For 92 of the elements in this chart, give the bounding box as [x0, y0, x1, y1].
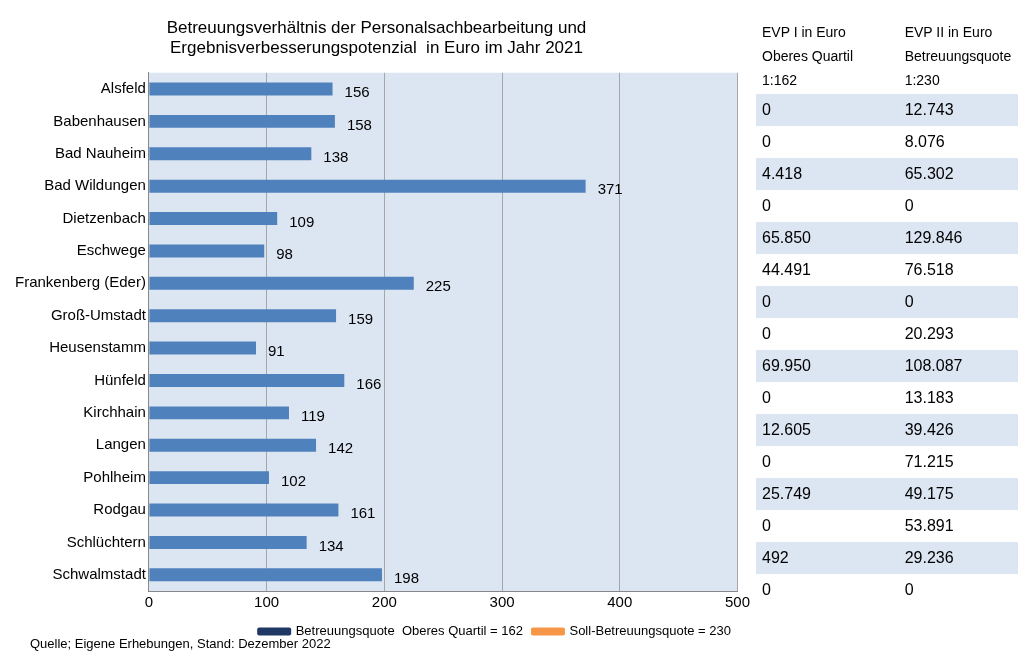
x-tick-label: 400	[607, 593, 633, 611]
text: 29.236	[904, 549, 955, 567]
text: 0	[761, 517, 772, 535]
text: 492	[761, 549, 790, 567]
text: 69.950	[761, 357, 812, 375]
text: 0	[904, 197, 915, 215]
bar	[149, 503, 339, 517]
y-tick-label: Schwalmstadt	[52, 564, 147, 582]
text: 108.087	[904, 357, 964, 375]
text: 76.518	[904, 261, 955, 279]
y-tick-label: Langen	[95, 435, 146, 453]
text: 0	[761, 389, 772, 407]
bar	[149, 438, 317, 452]
x-tick-label: 100	[254, 593, 280, 611]
bar	[149, 147, 312, 161]
data-label: 156	[344, 83, 370, 101]
text: 4.418	[761, 165, 804, 183]
bar	[149, 212, 278, 226]
y-tick-label: Bad Nauheim	[55, 143, 146, 161]
x-tick-label: 0	[144, 593, 154, 611]
text: 8.076	[904, 133, 946, 151]
y-tick-label: Babenhausen	[53, 111, 146, 129]
y-tick-label: Dietzenbach	[62, 208, 146, 226]
bar	[149, 276, 414, 290]
text: 53.891	[904, 517, 955, 535]
y-tick-label: Kirchhain	[83, 403, 146, 421]
text: 44.491	[761, 261, 812, 279]
data-label: 142	[328, 439, 354, 457]
y-tick-label: Bad Wildungen	[44, 176, 146, 194]
data-label: 161	[350, 504, 376, 522]
bar	[149, 568, 382, 582]
text: 39.426	[904, 421, 955, 439]
bar	[149, 309, 337, 323]
data-label: 158	[346, 115, 372, 133]
y-tick-label: Hünfeld	[94, 370, 146, 388]
text: 65.850	[761, 229, 812, 247]
text: 12.605	[761, 421, 812, 439]
y-tick-label: Alsfeld	[100, 79, 146, 97]
text: 0	[904, 581, 915, 599]
bar	[149, 82, 333, 96]
bar	[149, 535, 307, 549]
y-tick-label: Eschwege	[76, 241, 146, 259]
text: 0	[761, 197, 772, 215]
text: 20.293	[904, 325, 955, 343]
data-label: 371	[597, 180, 623, 198]
y-tick-label: Schlüchtern	[66, 532, 146, 550]
text: 0	[761, 101, 772, 119]
x-tick-label: 300	[489, 593, 515, 611]
y-tick-label: Rodgau	[93, 500, 146, 518]
text: 0	[761, 293, 772, 311]
text: 0	[761, 581, 772, 599]
text: 12.743	[904, 101, 955, 119]
text: EVP II in Euro Betreuungsquote 1:230	[904, 23, 1013, 90]
chart-title: Betreuungsverhältnis der Personalsachbearbeitung und Ergebnisverbesserungspotenzial in Euro im Jahr 2021	[166, 17, 587, 58]
data-label: 166	[356, 374, 382, 392]
bar	[149, 471, 269, 485]
data-label: 102	[280, 471, 306, 489]
text: 13.183	[904, 389, 955, 407]
text: 0	[761, 133, 772, 151]
legend-label: Soll-Betreuungsquote = 230	[569, 623, 732, 639]
text: 129.846	[904, 229, 964, 247]
text: 65.302	[904, 165, 955, 183]
bar	[149, 374, 345, 387]
text: 0	[761, 453, 772, 471]
data-label: 109	[289, 212, 315, 230]
data-label: 119	[300, 407, 325, 425]
bar	[149, 406, 289, 420]
data-label: 98	[276, 245, 293, 263]
data-label: 198	[393, 568, 420, 586]
y-tick-label: Heusenstamm	[49, 338, 146, 356]
bar	[149, 341, 257, 355]
data-label: 91	[268, 342, 285, 360]
y-tick-label: Groß-Umstadt	[50, 305, 147, 323]
y-tick-label: Pohlheim	[83, 467, 146, 485]
data-label: 225	[425, 277, 451, 295]
bar	[149, 179, 586, 193]
legend-label: Betreuungsquote Oberes Quartil = 162	[295, 623, 523, 639]
bar	[149, 114, 335, 128]
data-label: 138	[323, 147, 349, 165]
text: 0	[904, 293, 915, 311]
data-label: 159	[348, 309, 374, 327]
text: 25.749	[761, 485, 812, 503]
text: 0	[761, 325, 772, 343]
x-tick-label: 500	[724, 593, 750, 611]
x-tick-label: 200	[371, 593, 397, 611]
text: 71.215	[904, 453, 955, 471]
text: 49.175	[904, 485, 955, 503]
source-note: Quelle; Eigene Erhebungen, Stand: Dezember 2022	[30, 636, 331, 651]
y-tick-label: Frankenberg (Eder)	[14, 273, 146, 291]
data-label: 134	[318, 536, 344, 554]
text: EVP I in Euro Oberes Quartil 1:162	[761, 23, 855, 90]
bar	[149, 244, 265, 258]
